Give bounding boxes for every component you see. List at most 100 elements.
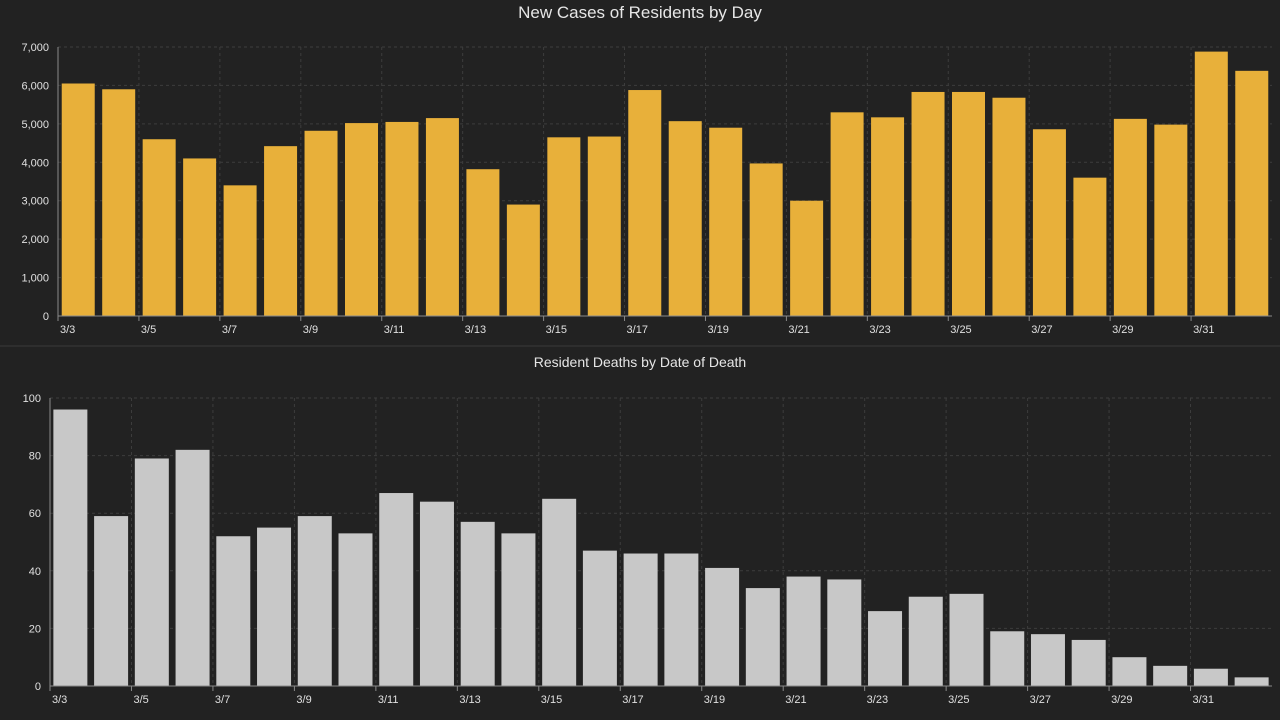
- bar-3-12[interactable]: [419, 501, 454, 686]
- bar-3-23[interactable]: [871, 117, 905, 317]
- bar-3-29[interactable]: [1113, 118, 1147, 317]
- bar-3-7[interactable]: [223, 185, 257, 316]
- x-tick-label: 3/9: [296, 694, 311, 706]
- bar-3-10[interactable]: [345, 123, 378, 317]
- x-tick-label: 3/19: [707, 324, 728, 336]
- x-tick-label: 3/27: [1031, 324, 1052, 336]
- x-tick-label: 3/13: [465, 324, 486, 336]
- y-tick-label: 3,000: [21, 196, 49, 208]
- x-tick-label: 3/13: [459, 694, 480, 706]
- x-tick-label: 3/23: [867, 694, 888, 706]
- x-tick-label: 3/7: [215, 694, 230, 706]
- bar-3-15[interactable]: [542, 498, 577, 686]
- y-tick-label: 1,000: [21, 273, 49, 285]
- bar-3-24[interactable]: [908, 596, 943, 686]
- x-tick-label: 3/17: [622, 694, 643, 706]
- bar-3-27[interactable]: [1032, 129, 1066, 316]
- cases-chart: 0 1,000 2,000 3,000 4,000 5,000 6,000 7,000 3/3 3…: [21, 42, 1272, 336]
- y-tick-label: 0: [43, 311, 49, 323]
- bar-3-19[interactable]: [709, 127, 743, 316]
- y-tick-label: 80: [29, 451, 41, 463]
- bar-3-3[interactable]: [61, 83, 95, 316]
- bar-3-5[interactable]: [142, 139, 176, 316]
- bar-3-13[interactable]: [460, 521, 495, 686]
- bar-3-21[interactable]: [786, 576, 821, 686]
- y-tick-label: 2,000: [21, 234, 49, 246]
- x-tick-label: 3/25: [950, 324, 971, 336]
- bar-3-15[interactable]: [547, 137, 581, 316]
- x-tick-label: 3/5: [133, 694, 148, 706]
- bar-3-27[interactable]: [1030, 634, 1065, 686]
- bar-3-10[interactable]: [338, 533, 373, 686]
- x-tick-label: 3/17: [627, 324, 648, 336]
- y-tick-label: 5,000: [21, 119, 49, 131]
- bar-3-9[interactable]: [304, 130, 338, 316]
- bar-3-9[interactable]: [297, 516, 332, 686]
- bar-3-7[interactable]: [216, 536, 251, 686]
- bar-3-20[interactable]: [745, 588, 780, 686]
- x-tick-label: 3/19: [704, 694, 725, 706]
- bar-3-17[interactable]: [628, 90, 662, 316]
- bar-3-31[interactable]: [1194, 51, 1228, 317]
- x-tick-label: 3/7: [222, 324, 237, 336]
- y-tick-label: 7,000: [21, 42, 49, 54]
- bar-3-14[interactable]: [501, 533, 536, 686]
- bar-3-22[interactable]: [827, 579, 862, 686]
- x-tick-label: 3/31: [1193, 324, 1214, 336]
- x-tick-label: 3/3: [60, 324, 75, 336]
- bar-3-22[interactable]: [830, 112, 864, 316]
- bar-3-21[interactable]: [790, 200, 824, 316]
- bar-3-11[interactable]: [385, 121, 419, 316]
- bar-3-3[interactable]: [53, 409, 88, 686]
- bar-3-28[interactable]: [1073, 177, 1107, 316]
- deaths-chart-panel: Resident Deaths by Date of Death 0 20 40 60…: [0, 347, 1280, 720]
- bar-3-19[interactable]: [705, 567, 740, 686]
- bar-3-12[interactable]: [425, 118, 459, 316]
- bar-3-5[interactable]: [134, 458, 169, 686]
- bar-3-29[interactable]: [1112, 657, 1147, 686]
- cases-chart-panel: New Cases of Residents by Day 0 1,000 2,00…: [0, 0, 1280, 345]
- bar-3-18[interactable]: [664, 553, 699, 686]
- x-tick-label: 3/21: [785, 694, 806, 706]
- cases-chart-title: New Cases of Residents by Day: [518, 3, 762, 22]
- bar-3-16[interactable]: [587, 136, 621, 316]
- bar-3-23[interactable]: [868, 611, 903, 686]
- bar-3-30[interactable]: [1153, 665, 1188, 686]
- bar-3-25[interactable]: [952, 91, 985, 316]
- bar-3-18[interactable]: [668, 121, 702, 316]
- bar-3-4[interactable]: [102, 89, 136, 317]
- x-tick-label: 3/11: [378, 694, 399, 706]
- bar-3-26[interactable]: [990, 631, 1025, 686]
- x-tick-label: 3/23: [869, 324, 890, 336]
- bar-3-8[interactable]: [257, 527, 292, 686]
- bar-3-16[interactable]: [582, 550, 617, 686]
- panel-divider: [0, 345, 1280, 347]
- y-tick-label: 6,000: [21, 80, 49, 92]
- bar-3-20[interactable]: [749, 163, 783, 316]
- bar-3-11[interactable]: [379, 493, 414, 686]
- x-tick-label: 3/3: [52, 694, 67, 706]
- bar-3-6[interactable]: [183, 158, 217, 316]
- x-tick-label: 3/25: [948, 694, 969, 706]
- bar-3-24[interactable]: [911, 91, 945, 316]
- bar-3-8[interactable]: [264, 146, 298, 316]
- bar-4-1[interactable]: [1235, 70, 1269, 316]
- x-tick-label: 3/9: [303, 324, 318, 336]
- bar-3-31[interactable]: [1193, 668, 1228, 686]
- bar-4-1[interactable]: [1234, 677, 1269, 686]
- y-tick-label: 100: [23, 393, 41, 405]
- bar-3-6[interactable]: [175, 449, 210, 686]
- bar-3-13[interactable]: [466, 169, 500, 316]
- bar-3-17[interactable]: [623, 553, 658, 686]
- bar-3-25[interactable]: [949, 593, 984, 686]
- bar-3-4[interactable]: [94, 516, 129, 686]
- bar-3-30[interactable]: [1154, 124, 1188, 316]
- x-tick-label: 3/27: [1030, 694, 1051, 706]
- bar-3-14[interactable]: [506, 204, 540, 316]
- bar-3-26[interactable]: [992, 97, 1026, 317]
- x-tick-label: 3/15: [546, 324, 567, 336]
- x-tick-label: 3/29: [1112, 324, 1133, 336]
- x-tick-label: 3/29: [1111, 694, 1132, 706]
- y-tick-label: 20: [29, 623, 41, 635]
- bar-3-28[interactable]: [1071, 639, 1106, 686]
